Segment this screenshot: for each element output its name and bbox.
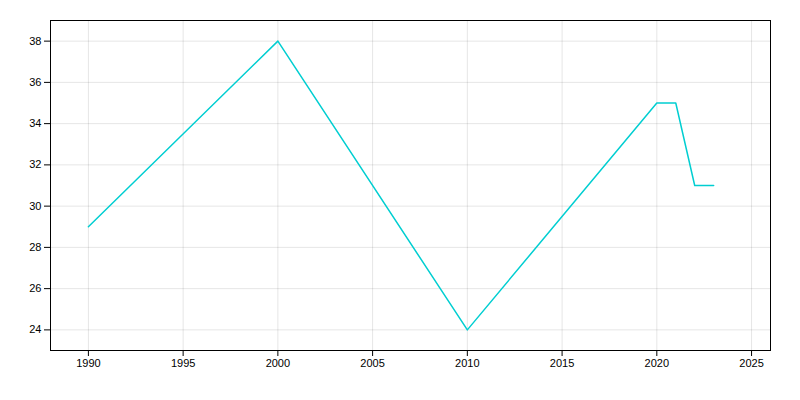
svg-text:38: 38 — [29, 35, 41, 47]
svg-text:1995: 1995 — [171, 357, 195, 369]
svg-text:24: 24 — [29, 323, 41, 335]
svg-text:2005: 2005 — [360, 357, 384, 369]
svg-text:2000: 2000 — [266, 357, 290, 369]
svg-text:28: 28 — [29, 241, 41, 253]
svg-text:36: 36 — [29, 76, 41, 88]
svg-text:34: 34 — [29, 117, 41, 129]
svg-text:32: 32 — [29, 158, 41, 170]
svg-text:26: 26 — [29, 282, 41, 294]
svg-text:2025: 2025 — [739, 357, 763, 369]
svg-text:2020: 2020 — [645, 357, 669, 369]
svg-text:1990: 1990 — [76, 357, 100, 369]
svg-text:2010: 2010 — [455, 357, 479, 369]
svg-text:2015: 2015 — [550, 357, 574, 369]
svg-text:30: 30 — [29, 200, 41, 212]
